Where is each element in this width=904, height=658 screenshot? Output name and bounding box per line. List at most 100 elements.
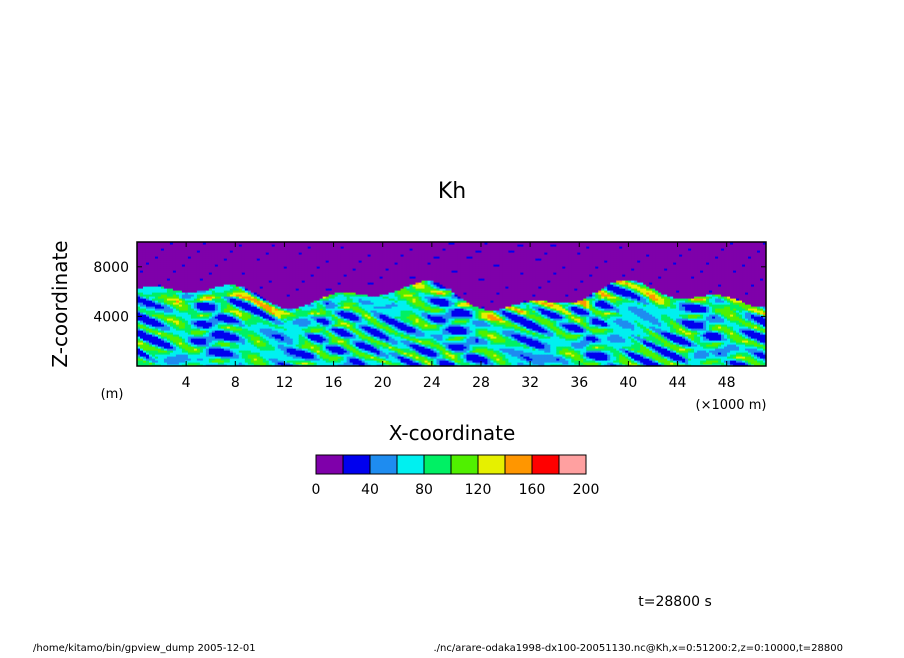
heatmap-cell [187,276,192,279]
heatmap-cell [208,320,213,323]
heatmap-cell [187,296,192,299]
heatmap-cell [148,330,153,333]
heatmap-cell [181,270,186,273]
heatmap-cell [208,356,213,359]
heatmap-cell [154,332,159,335]
heatmap-cell [235,300,240,303]
heatmap-cell [157,348,162,351]
heatmap-cell [137,326,141,329]
heatmap-cell [238,310,243,313]
heatmap-cell [235,308,240,311]
heatmap-cell [223,362,228,365]
heatmap-cell [199,244,204,247]
heatmap-cell [253,296,258,299]
heatmap-cell [229,280,234,283]
heatmap-cell [211,364,216,366]
heatmap-cell [178,332,183,335]
heatmap-cell [253,268,258,271]
heatmap-cell [157,258,162,261]
heatmap-cell [211,300,216,303]
heatmap-cell [169,308,174,311]
heatmap-cell [232,262,237,265]
heatmap-cell [166,246,171,249]
heatmap-cell [196,324,201,327]
heatmap-cell [193,280,198,283]
heatmap-cell [241,256,246,259]
heatmap-cell [241,350,246,353]
heatmap-cell [151,304,156,307]
heatmap-cell [205,336,210,339]
heatmap-cell [196,356,201,359]
heatmap-cell [196,350,201,353]
heatmap-cell [244,354,249,357]
heatmap-cell [148,250,153,253]
heatmap-cell [235,256,240,259]
heatmap-cell [214,298,219,301]
heatmap-cell [205,324,210,327]
heatmap-cell [190,246,195,249]
heatmap-cell [208,316,213,319]
heatmap-cell [142,326,147,329]
heatmap-cell [208,294,213,297]
heatmap-cell [226,320,231,323]
heatmap-cell [226,318,231,321]
heatmap-cell [220,274,225,277]
heatmap-cell [235,358,240,361]
heatmap-cell [247,242,252,245]
heatmap-cell [256,276,261,279]
heatmap-cell [220,342,225,345]
heatmap-cell [142,286,147,289]
heatmap-cell [181,306,186,309]
heatmap-cell [250,354,255,357]
heatmap-cell [202,326,207,329]
heatmap-cell [190,300,195,303]
heatmap-cell [226,268,231,271]
heatmap-cell [166,304,171,307]
heatmap-cell [145,268,150,271]
heatmap-cell [187,280,192,283]
heatmap-cell [223,292,228,295]
heatmap-cell [223,312,228,315]
heatmap-cell [160,282,165,285]
heatmap-cell [253,326,258,329]
heatmap-cell [190,310,195,313]
heatmap-cell [244,330,249,333]
heatmap-cell [196,328,201,331]
heatmap-cell [235,292,240,295]
heatmap-cell [187,364,192,366]
heatmap-cell [244,258,249,261]
heatmap-cell [250,318,255,321]
heatmap-cell [235,344,240,347]
heatmap-cell [154,334,159,337]
heatmap-cell [202,312,207,315]
heatmap-cell [259,356,264,359]
heatmap-cell [241,264,246,267]
heatmap-cell [250,330,255,333]
heatmap-cell [253,262,258,265]
heatmap-cell [211,340,216,343]
heatmap-cell [193,362,198,365]
heatmap-cell [190,254,195,257]
heatmap-cell [181,338,186,341]
heatmap-cell [142,292,147,295]
heatmap-cell [250,242,255,245]
heatmap-cell [148,360,153,363]
heatmap-cell [223,314,228,317]
heatmap-cell [238,268,243,271]
heatmap-cell [223,356,228,359]
heatmap-cell [157,246,162,249]
heatmap-cell [235,278,240,281]
heatmap-cell [178,258,183,261]
heatmap-cell [166,294,171,297]
heatmap-cell [160,274,165,277]
heatmap-cell [190,262,195,265]
heatmap-cell [140,298,144,301]
heatmap-cell [250,350,255,353]
heatmap-cell [163,324,168,327]
heatmap-cell [217,308,222,311]
heatmap-cell [184,340,189,343]
heatmap-cell [151,298,156,301]
heatmap-cell [160,246,165,249]
heatmap-cell [142,312,147,315]
heatmap-cell [187,354,192,357]
